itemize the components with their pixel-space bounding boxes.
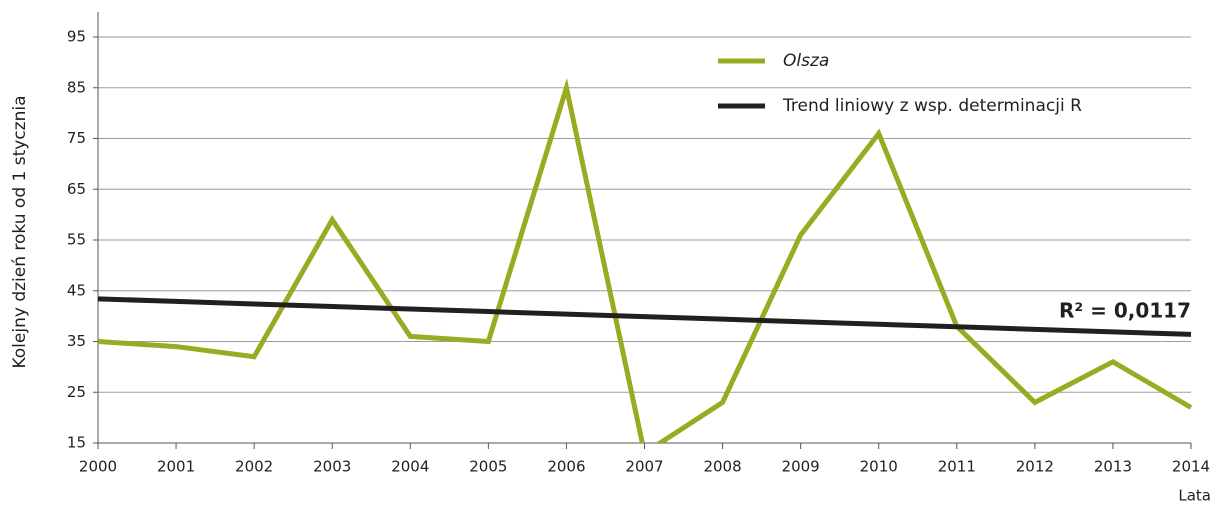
x-tick-label: 2014 [1172, 458, 1210, 476]
x-tick-label: 2003 [313, 458, 351, 476]
y-tick-label: 45 [67, 281, 86, 299]
x-tick-label: 2011 [938, 458, 976, 476]
x-tick-label: 2006 [547, 458, 585, 476]
y-tick-label: 75 [67, 129, 86, 147]
x-tick-label: 2000 [79, 458, 117, 476]
x-tick-label: 2001 [157, 458, 195, 476]
plot-area [98, 77, 1193, 443]
x-tick-label: 2009 [782, 458, 820, 476]
series-line [98, 77, 1193, 443]
y-tick-label: 35 [67, 332, 86, 350]
x-tick-label: 2013 [1094, 458, 1132, 476]
r2-annotation: R² = 0,0117 [1059, 299, 1191, 323]
legend-label: Trend liniowy z wsp. determinacji R [782, 96, 1082, 116]
y-tick-label: 65 [67, 180, 86, 198]
y-tick-label: 95 [67, 28, 86, 46]
x-tick-label: 2008 [703, 458, 741, 476]
x-tick-label: 2012 [1016, 458, 1054, 476]
series-line [98, 296, 1192, 337]
y-axis-label: Kolejny dzień roku od 1 stycznia [10, 95, 30, 368]
x-tick-label: 2005 [469, 458, 507, 476]
x-tick-label: 2010 [860, 458, 898, 476]
x-tick-label: 2004 [391, 458, 429, 476]
x-tick-label: 2007 [625, 458, 663, 476]
y-tick-label: 85 [67, 78, 86, 96]
legend-label: Olsza [783, 51, 829, 71]
y-tick-label: 55 [67, 231, 86, 249]
y-tick-label: 25 [67, 383, 86, 401]
x-tick-label: 2002 [235, 458, 273, 476]
y-tick-label: 15 [67, 434, 86, 452]
x-axis-label: Lata [1178, 487, 1211, 505]
